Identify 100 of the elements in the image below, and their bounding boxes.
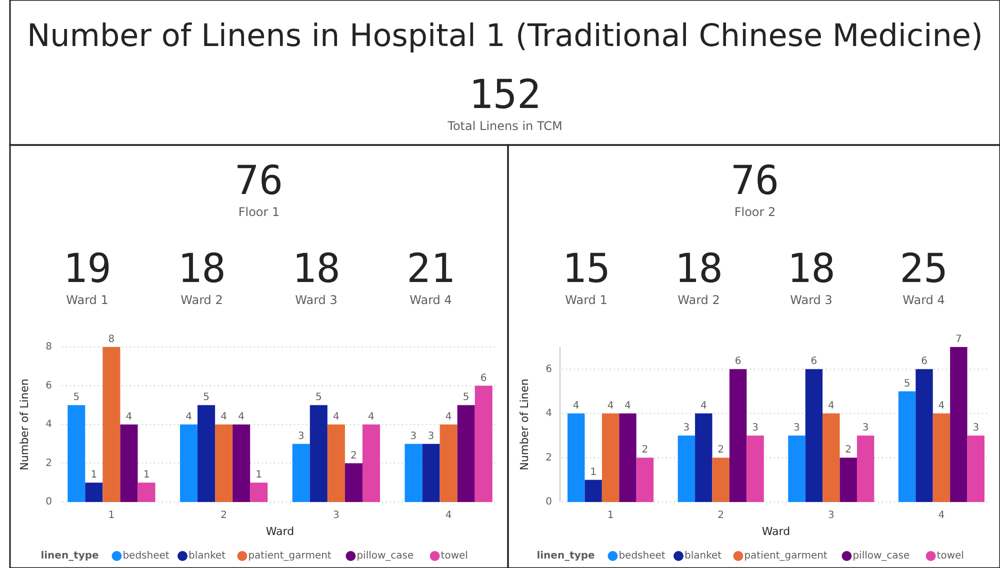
legend-label: pillow_case — [852, 550, 910, 562]
data-label: 5 — [315, 392, 322, 404]
bar — [619, 413, 636, 502]
bar — [250, 482, 268, 502]
data-label: 4 — [624, 400, 631, 412]
x-tick-label: 1 — [108, 510, 115, 521]
bar — [362, 424, 380, 502]
y-tick-label: 6 — [46, 380, 52, 392]
data-label: 2 — [350, 450, 357, 462]
legend-label: towel — [936, 550, 964, 562]
text: Ward 3 — [295, 293, 338, 307]
x-axis-title: Ward — [762, 525, 790, 538]
data-label: 3 — [428, 430, 434, 442]
data-label: 4 — [572, 400, 580, 412]
text: Ward 2 — [678, 293, 720, 307]
bar — [327, 424, 345, 502]
data-label: 4 — [186, 412, 192, 422]
data-label: 5 — [462, 392, 470, 404]
x-axis-title: Ward — [266, 525, 294, 538]
text: Ward 4 — [410, 293, 452, 307]
legend-label: blanket — [684, 550, 722, 562]
bar — [898, 391, 916, 502]
data-label: 3 — [794, 422, 800, 434]
text: Number of Linens in Hospital 1 (Traditional Chinese Medicine) — [26, 18, 984, 54]
bar — [404, 444, 422, 502]
data-label: 4 — [700, 400, 707, 412]
x-tick-label: 4 — [938, 510, 945, 521]
data-label: 1 — [90, 470, 98, 481]
y-tick-label: 8 — [46, 342, 52, 353]
bar — [457, 405, 475, 502]
y-tick-label: 4 — [46, 419, 52, 430]
y-tick-label: 4 — [546, 408, 552, 420]
bar — [746, 436, 764, 502]
text: 152 — [468, 72, 542, 118]
bar — [198, 405, 216, 502]
bar — [602, 413, 620, 502]
x-tick-label: 2 — [220, 510, 227, 521]
data-label: 3 — [410, 430, 417, 442]
data-label: 4 — [938, 400, 945, 412]
data-label: 1 — [256, 470, 262, 481]
y-axis-title: Number of Linen — [518, 378, 531, 470]
data-label: 3 — [972, 422, 980, 434]
text: Floor 2 — [734, 205, 776, 219]
y-tick-label: 0 — [46, 496, 52, 508]
data-label: 3 — [683, 422, 690, 434]
legend-label: pillow_case — [356, 550, 414, 562]
y-tick-label: 6 — [546, 364, 552, 375]
data-label: 1 — [143, 470, 150, 481]
data-label: 8 — [108, 334, 115, 345]
x-tick-label: 4 — [445, 510, 452, 521]
bar — [822, 413, 840, 502]
text: Ward 1 — [565, 293, 608, 307]
text: 21 — [406, 246, 455, 292]
data-label: 3 — [298, 430, 304, 442]
x-tick-label: 2 — [718, 510, 724, 521]
text: Total Linens in TCM — [446, 119, 562, 133]
legend-label: bedsheet — [122, 550, 170, 562]
bar — [232, 424, 250, 502]
bar — [68, 405, 86, 502]
bar — [85, 482, 103, 502]
legend-label: patient_garment — [744, 550, 828, 562]
data-label: 2 — [642, 444, 648, 456]
data-label: 2 — [845, 444, 852, 456]
bar — [729, 369, 747, 502]
bar — [474, 386, 492, 502]
text: 18 — [292, 246, 340, 292]
x-tick-label: 3 — [333, 510, 340, 521]
data-label: 5 — [904, 378, 910, 390]
bar — [215, 424, 233, 502]
y-tick-label: 0 — [546, 496, 552, 508]
text: 76 — [730, 158, 780, 204]
bar — [678, 436, 696, 502]
data-label: 2 — [718, 444, 724, 456]
bar — [102, 347, 120, 502]
text: Ward 1 — [66, 293, 108, 307]
text: Ward 3 — [790, 293, 832, 307]
bar — [440, 424, 458, 502]
x-tick-label: 1 — [607, 510, 614, 521]
data-label: 4 — [238, 412, 245, 422]
bar — [584, 480, 602, 502]
bar — [712, 458, 730, 502]
text: 18 — [674, 246, 723, 292]
data-label: 4 — [445, 412, 452, 422]
data-label: 4 — [607, 400, 614, 412]
text: 18 — [787, 246, 836, 292]
bar — [932, 413, 950, 502]
data-label: 4 — [220, 412, 227, 422]
data-label: 4 — [368, 412, 374, 422]
bar — [292, 444, 310, 502]
text: 19 — [63, 246, 112, 292]
bar — [695, 413, 712, 502]
bar — [840, 458, 857, 502]
text: Floor 1 — [238, 205, 280, 219]
data-label: 6 — [921, 356, 928, 368]
bar — [916, 369, 933, 502]
text: Ward 2 — [180, 293, 223, 307]
y-axis-title: Number of Linen — [18, 378, 31, 470]
data-label: 6 — [810, 356, 818, 368]
bar — [568, 413, 585, 502]
text: Ward 4 — [902, 293, 945, 307]
